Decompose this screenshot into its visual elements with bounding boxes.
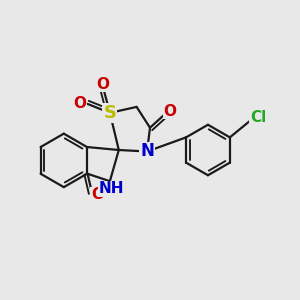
- Text: O: O: [74, 96, 87, 111]
- Text: O: O: [164, 104, 176, 119]
- Text: NH: NH: [99, 181, 124, 196]
- Text: S: S: [103, 104, 116, 122]
- Text: O: O: [91, 187, 104, 202]
- Text: O: O: [96, 76, 109, 92]
- Text: N: N: [140, 142, 154, 160]
- Text: Cl: Cl: [250, 110, 266, 125]
